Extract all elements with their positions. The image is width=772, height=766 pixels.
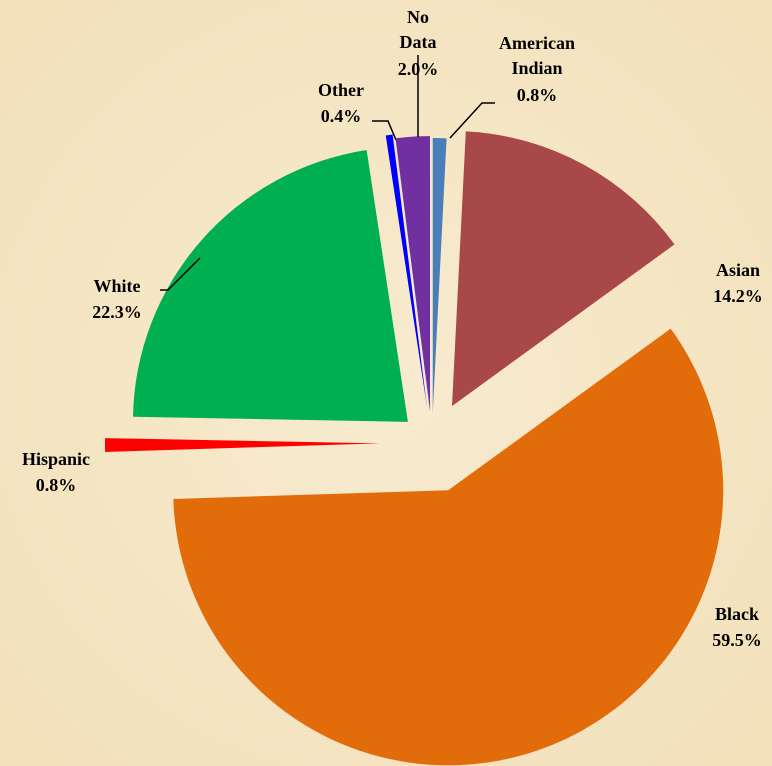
category-label: White <box>94 276 141 296</box>
value-label: 0.8% <box>36 475 77 495</box>
pie-slice <box>452 131 675 407</box>
slice-label: Other 0.4% <box>318 80 364 126</box>
category-label: American Indian <box>499 33 575 78</box>
value-label: 59.5% <box>712 630 762 650</box>
value-label: 14.2% <box>713 286 763 306</box>
category-label: Asian <box>716 260 760 280</box>
category-label: Hispanic <box>22 449 90 469</box>
pie-slice <box>173 328 724 766</box>
slice-label: Black 59.5% <box>712 604 762 650</box>
leader-line <box>449 102 495 139</box>
category-label: Other <box>318 80 364 100</box>
pie-slice <box>395 136 430 412</box>
pie-slice <box>105 438 381 452</box>
slice-label: American Indian 0.8% <box>499 33 575 105</box>
category-label: Black <box>715 604 759 624</box>
value-label: 0.4% <box>321 106 362 126</box>
slice-label: White 22.3% <box>92 276 142 322</box>
leader-line <box>160 257 201 291</box>
value-label: 0.8% <box>517 85 558 105</box>
leader-line <box>372 120 397 141</box>
pie-slice <box>432 138 447 414</box>
pie-slice <box>385 134 428 408</box>
slice-label: Hispanic 0.8% <box>22 449 90 495</box>
category-label: No Data <box>400 7 437 52</box>
value-label: 22.3% <box>92 302 142 322</box>
slice-label: Asian 14.2% <box>713 260 763 306</box>
pie-slice <box>132 150 408 422</box>
